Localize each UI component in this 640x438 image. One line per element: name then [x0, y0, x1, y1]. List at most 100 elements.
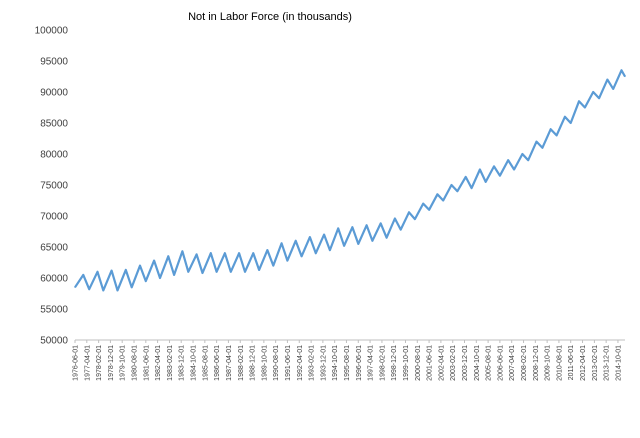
- data-point: [564, 116, 566, 118]
- data-point: [102, 289, 104, 291]
- data-point: [139, 265, 141, 267]
- x-tick-label: 2008-02-01: [521, 345, 528, 381]
- data-point: [88, 288, 90, 290]
- data-point: [244, 271, 246, 273]
- data-point: [181, 250, 183, 252]
- x-tick-label: 1991-06-01: [285, 345, 292, 381]
- x-tick-label: 1996-06-01: [356, 345, 363, 381]
- data-point: [584, 106, 586, 109]
- x-tick-label: 1978-12-01: [108, 345, 115, 381]
- data-point: [357, 243, 359, 245]
- data-point: [196, 253, 198, 255]
- x-tick-label: 1999-10-01: [403, 345, 410, 381]
- x-tick-label: 1980-08-01: [132, 345, 139, 381]
- y-tick-label: 80000: [40, 150, 68, 161]
- y-tick-label: 60000: [40, 274, 68, 285]
- data-point: [329, 249, 331, 251]
- data-point: [337, 227, 339, 229]
- x-tick-label: 1995-08-01: [344, 345, 351, 381]
- data-point: [422, 203, 424, 205]
- x-tick-label: 2004-10-01: [474, 345, 481, 381]
- x-tick-label: 1981-06-01: [143, 345, 150, 381]
- x-tick-label: 2013-02-01: [592, 345, 599, 381]
- y-tick-label: 100000: [35, 26, 69, 37]
- data-point: [210, 252, 212, 254]
- y-tick-label: 70000: [40, 212, 68, 223]
- data-point: [167, 255, 169, 257]
- x-tick-label: 1990-08-01: [273, 345, 280, 381]
- data-point: [507, 159, 509, 161]
- data-point: [116, 289, 119, 291]
- data-point: [485, 181, 487, 183]
- data-point: [286, 260, 288, 262]
- data-point: [309, 236, 311, 238]
- data-point: [624, 75, 626, 78]
- data-point: [535, 141, 538, 143]
- data-point: [145, 280, 147, 282]
- x-tick-label: 1994-10-01: [332, 345, 339, 381]
- data-point: [386, 237, 388, 239]
- data-point: [238, 252, 240, 254]
- data-point: [436, 193, 438, 195]
- data-point: [266, 249, 268, 251]
- x-tick-label: 2013-12-01: [604, 345, 611, 381]
- x-tick-label: 1992-04-01: [297, 345, 304, 381]
- data-point: [366, 224, 368, 226]
- data-point: [173, 274, 175, 276]
- x-tick-label: 1976-06-01: [73, 345, 80, 381]
- data-point: [153, 260, 155, 262]
- data-point: [74, 286, 76, 288]
- data-point: [125, 269, 127, 271]
- x-tick-label: 2001-06-01: [427, 345, 434, 381]
- x-tick-label: 1998-12-01: [391, 345, 398, 381]
- x-tick-label: 1979-10-01: [120, 345, 127, 381]
- data-point: [465, 176, 467, 178]
- data-point: [295, 240, 297, 242]
- x-tick-label: 1977-04-01: [84, 345, 91, 381]
- x-tick-label: 1983-12-01: [179, 345, 186, 381]
- data-point: [592, 91, 594, 93]
- data-point: [456, 190, 458, 192]
- data-point: [414, 218, 416, 220]
- x-tick-label: 1985-08-01: [202, 345, 209, 381]
- x-tick-label: 1989-10-01: [261, 345, 268, 381]
- data-point: [343, 245, 345, 247]
- x-tick-label: 1988-12-01: [250, 345, 257, 381]
- x-tick-label: 1978-02-01: [96, 345, 103, 381]
- data-point: [82, 274, 84, 276]
- data-point: [479, 168, 481, 171]
- data-point: [224, 252, 226, 254]
- y-tick-label: 85000: [40, 119, 68, 130]
- x-tick-label: 2012-04-01: [580, 345, 587, 381]
- x-tick-label: 2003-12-01: [462, 345, 469, 381]
- data-point: [281, 242, 283, 244]
- x-tick-label: 1993-02-01: [309, 345, 316, 381]
- data-point: [216, 271, 218, 273]
- y-tick-label: 65000: [40, 243, 68, 254]
- data-point: [541, 147, 544, 149]
- data-point: [450, 184, 453, 186]
- x-tick-label: 2010-08-01: [556, 345, 563, 381]
- data-point: [272, 265, 274, 267]
- plot-area: [74, 69, 626, 292]
- data-point: [428, 209, 430, 211]
- data-point: [371, 240, 373, 242]
- data-point: [612, 88, 614, 90]
- data-point: [323, 234, 325, 236]
- data-point: [598, 97, 600, 99]
- x-tick-label: 2002-04-01: [438, 345, 445, 381]
- data-point: [513, 168, 515, 171]
- data-point: [96, 271, 99, 273]
- x-tick-label: 2014-10-01: [615, 345, 622, 381]
- x-axis: 1976-06-01 1977-04-01 1978-02-01 1978-12-01…: [73, 339, 625, 381]
- data-point: [380, 222, 382, 224]
- x-tick-label: 2007-04-01: [509, 345, 516, 381]
- x-tick-label: 1983-02-01: [167, 345, 174, 381]
- data-point: [301, 255, 303, 257]
- y-tick-label: 55000: [40, 305, 68, 316]
- data-point: [578, 100, 580, 102]
- data-point: [111, 270, 113, 272]
- data-point: [252, 252, 254, 254]
- data-point: [620, 69, 623, 71]
